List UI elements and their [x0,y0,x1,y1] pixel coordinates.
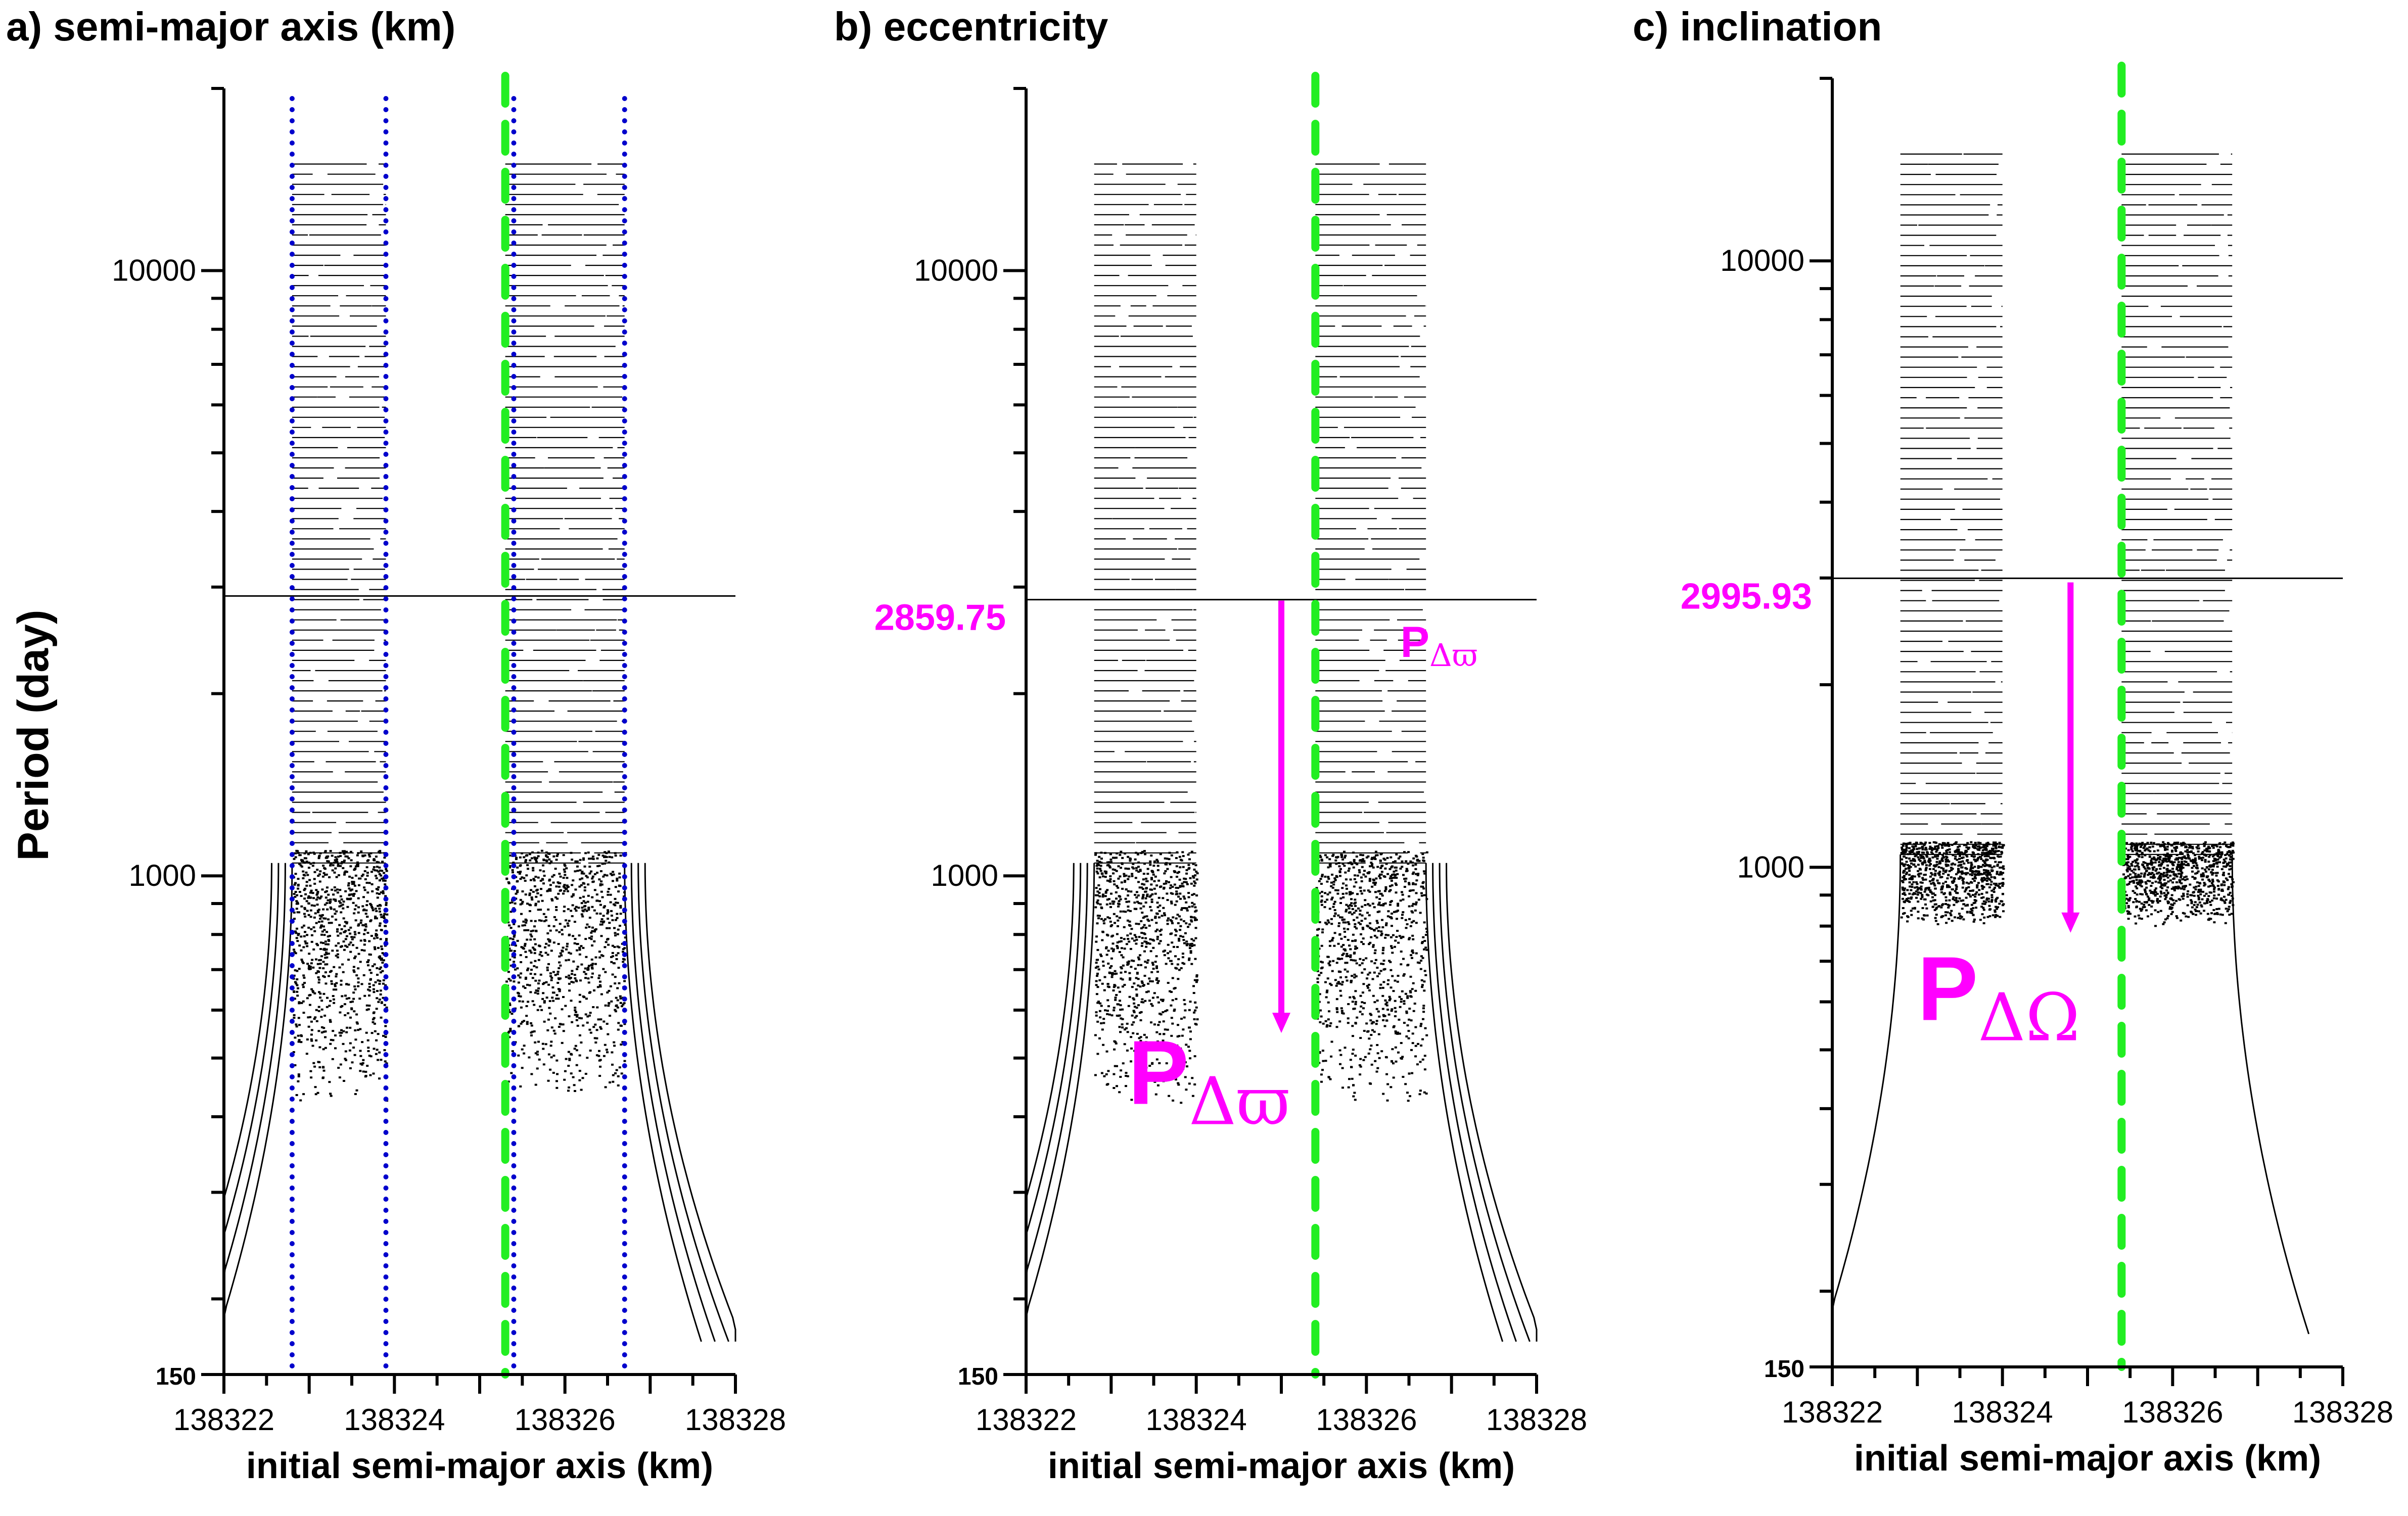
x-tick-label: 138328 [2292,1395,2393,1429]
panel-title: b) eccentricity [834,4,1108,49]
y-axis-title: Period (day) [9,610,58,861]
x-tick-label: 138324 [1146,1403,1247,1437]
resonance-arc [223,863,293,1342]
y-tick-label: 10000 [1720,244,1804,277]
y-tick-label: 10000 [112,254,196,288]
x-axis-title: initial semi-major axis (km) [1048,1446,1515,1486]
panel-title: a) semi-major axis (km) [6,4,455,49]
resonance-arc [644,863,736,1342]
data-points [1025,163,1538,1342]
data-points [223,163,736,1342]
scatter-speckle [1900,841,2005,925]
resonance-arc [1025,863,1088,1342]
marked-period-label: 2995.93 [1681,576,1812,617]
period-annotation: PΔϖ [1401,618,1478,674]
y-tick-label: 150 [156,1363,196,1390]
scatter-speckle [2122,841,2235,927]
x-tick-label: 138326 [2122,1395,2223,1429]
resonance-arc [223,863,286,1342]
x-tick-label: 138324 [344,1403,445,1437]
period-arrow-head [2061,912,2080,933]
scatter-speckle [292,849,389,1102]
y-tick-label: 150 [958,1363,998,1390]
marked-period-label: 2859.75 [874,598,1006,638]
x-tick-label: 138328 [685,1403,786,1437]
x-tick-label: 138326 [1316,1403,1417,1437]
x-tick-label: 138324 [1952,1395,2053,1429]
panel-title: c) inclination [1633,4,1882,49]
resonance-arc [1446,863,1538,1342]
period-arrow-head [1272,1013,1290,1033]
scatter-speckle [1094,850,1199,1104]
resonance-arc [223,863,280,1342]
y-tick-label: 150 [1764,1356,1804,1383]
y-tick-label: 1000 [931,859,998,892]
scatter-speckle [1315,850,1428,1102]
y-tick-label: 1000 [129,859,196,892]
resonance-arc [1432,863,1517,1342]
resonance-arc [1425,863,1504,1342]
x-tick-label: 138328 [1486,1403,1587,1437]
data-points [1831,153,2343,1335]
x-tick-label: 138322 [976,1403,1077,1437]
y-tick-label: 1000 [1737,850,1804,884]
x-tick-label: 138322 [173,1403,274,1437]
panel-b-eccentricity: b) eccentricity 150 1000 10000 138322 138324 1… [834,4,1587,1486]
x-axis-title: initial semi-major axis (km) [1854,1438,2321,1479]
period-annotation: PΔϖ [1128,1022,1290,1140]
resonance-arc [624,863,702,1342]
resonance-arc [1025,863,1082,1342]
resonance-arc [630,863,716,1342]
resonance-arc [1025,863,1095,1342]
x-tick-label: 138326 [515,1403,616,1437]
period-annotation: PΔΩ [1917,938,2080,1056]
scatter-speckle [505,849,627,1092]
y-tick-label: 10000 [914,254,998,288]
resonance-arc [1831,854,1902,1334]
x-axis-title: initial semi-major axis (km) [246,1446,713,1486]
resonance-arc [2231,854,2310,1335]
x-tick-label: 138322 [1782,1395,1883,1429]
resonance-arc [637,863,729,1342]
panel-c-inclination: c) inclination 150 1000 10000 138322 138324 13… [1633,4,2393,1479]
resonance-arc [1439,863,1531,1342]
panel-a-semi-major-axis: a) semi-major axis (km) 150 1000 10000 13832… [6,4,786,1486]
